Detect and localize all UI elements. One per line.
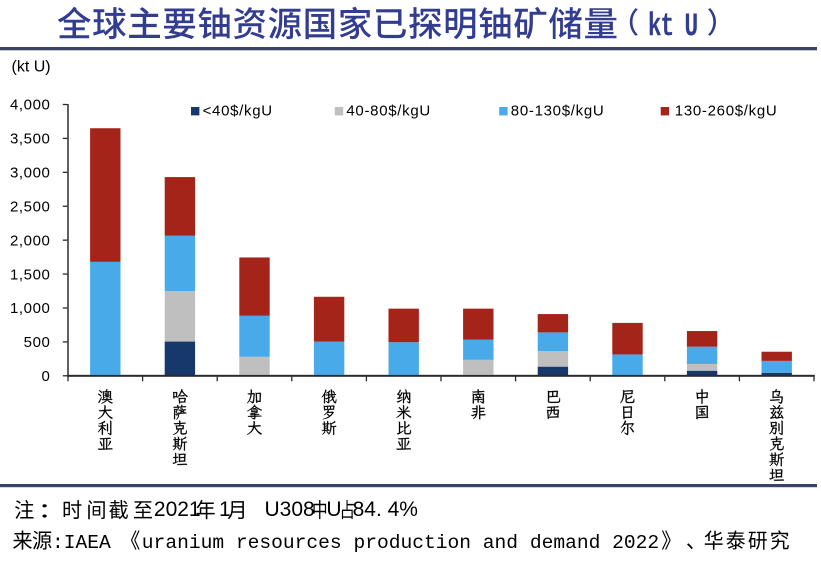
svg-text::IAEA: :IAEA bbox=[52, 532, 111, 554]
svg-text:2,500: 2,500 bbox=[10, 198, 51, 215]
svg-text:<40$/kgU: <40$/kgU bbox=[203, 103, 273, 120]
svg-text:(kt U): (kt U) bbox=[12, 59, 51, 76]
svg-text:130-260$/kgU: 130-260$/kgU bbox=[675, 103, 778, 120]
svg-text:1: 1 bbox=[219, 498, 231, 521]
svg-text:1,500: 1,500 bbox=[10, 266, 51, 283]
svg-text:0: 0 bbox=[42, 368, 51, 385]
svg-text:84. 4%: 84. 4% bbox=[353, 498, 418, 521]
svg-text:3,500: 3,500 bbox=[10, 131, 51, 148]
svg-text:40-80$/kgU: 40-80$/kgU bbox=[346, 103, 431, 120]
svg-text:U308: U308 bbox=[265, 498, 315, 521]
svg-text:2,000: 2,000 bbox=[10, 232, 51, 249]
svg-text:2021: 2021 bbox=[154, 498, 201, 521]
svg-text:uranium resources production a: uranium resources production and demand … bbox=[142, 532, 659, 554]
svg-text:3,000: 3,000 bbox=[10, 165, 51, 182]
svg-text:1,000: 1,000 bbox=[10, 300, 51, 317]
svg-text:4,000: 4,000 bbox=[10, 97, 51, 114]
svg-text:80-130$/kgU: 80-130$/kgU bbox=[511, 103, 605, 120]
svg-text:U: U bbox=[326, 498, 341, 521]
svg-text:500: 500 bbox=[24, 334, 51, 351]
